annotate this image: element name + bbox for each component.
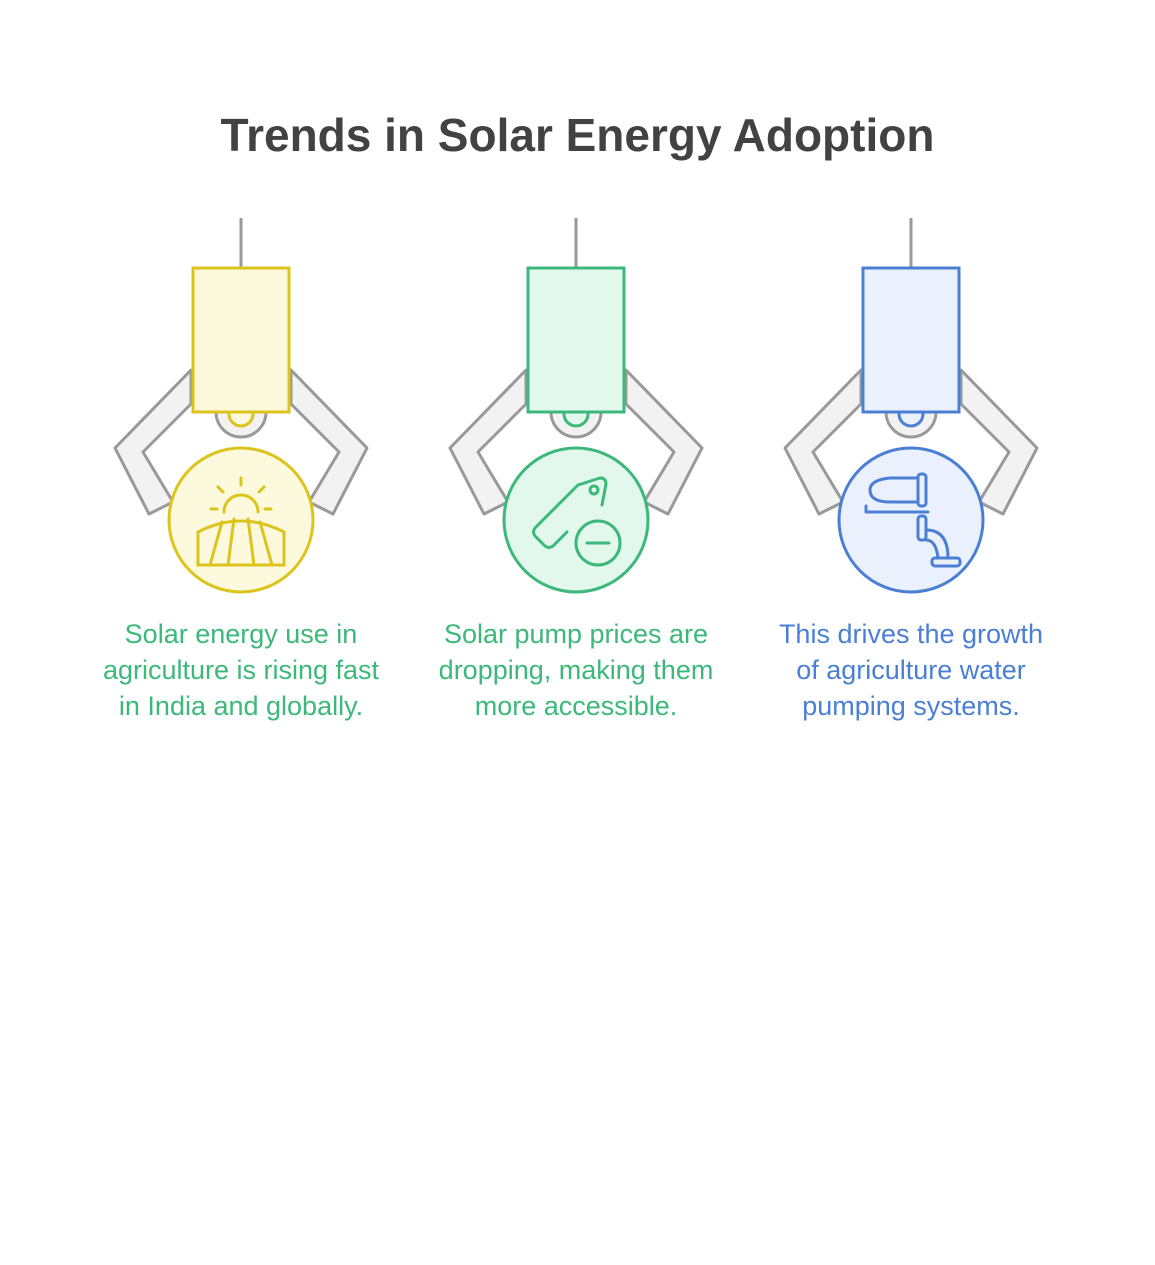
- body-box: [526, 266, 626, 414]
- title: Trends in Solar Energy Adoption: [220, 109, 935, 161]
- units: [113, 218, 1039, 594]
- item-text: This drives the growth of agriculture wa…: [778, 619, 1044, 721]
- price-tag-icon: [532, 476, 622, 567]
- item-text: Solar pump prices are dropping, making t…: [438, 619, 714, 721]
- body-box: [861, 266, 961, 414]
- item-text: Solar energy use in agriculture is risin…: [102, 619, 380, 721]
- claw-unit: [113, 218, 369, 594]
- claw-unit: [783, 218, 1039, 594]
- sun-field-icon: [196, 476, 286, 567]
- pipe-icon: [864, 472, 962, 568]
- icon-circle: [837, 446, 985, 594]
- claw-unit: [448, 218, 704, 594]
- body-box: [191, 266, 291, 414]
- icon-circle: [502, 446, 650, 594]
